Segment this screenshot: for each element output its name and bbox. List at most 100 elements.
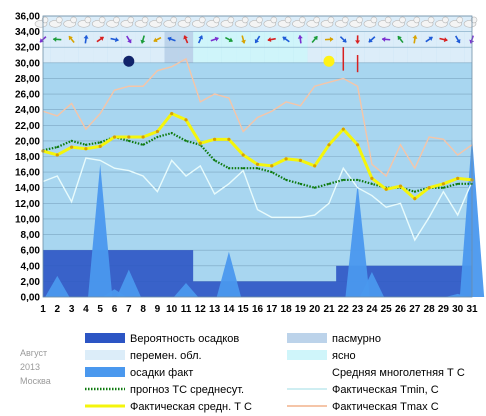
wind-arrow-head <box>167 36 172 42</box>
series-point-forecast <box>142 143 145 146</box>
x-tick-label: 15 <box>238 304 250 315</box>
wind-arrow-icon <box>397 35 404 44</box>
cloud-icon <box>213 16 220 24</box>
series-point-actual <box>84 147 88 151</box>
x-tick-label: 13 <box>209 304 221 315</box>
wind-arrow-head <box>254 38 260 44</box>
series-point-actual <box>441 182 445 186</box>
series-point-forecast <box>328 182 330 185</box>
wind-arrow-head <box>329 36 334 42</box>
y-tick-label: 24,00 <box>15 105 40 116</box>
series-point-forecast <box>342 178 345 181</box>
wind-arrow-head <box>140 39 146 44</box>
x-tick-label: 21 <box>323 304 335 315</box>
wind-arrow-head <box>83 34 89 39</box>
wind-arrow-icon <box>439 37 448 43</box>
y-tick-label: 18,00 <box>15 152 40 163</box>
y-tick-label: 6,00 <box>21 246 41 257</box>
series-point-actual <box>55 153 59 157</box>
x-tick-label: 23 <box>352 304 364 315</box>
precip-actual-spike <box>45 275 70 297</box>
wind-arrow-icon <box>224 36 233 43</box>
legend-label-tmax: Фактическая Tmax C <box>332 401 439 413</box>
precip-actual-spike <box>173 282 199 297</box>
x-tick-label: 30 <box>452 304 464 315</box>
legend-label-precip_prob: Вероятность осадков <box>130 333 239 345</box>
y-tick-label: 32,00 <box>15 43 40 54</box>
cloud-icon <box>256 16 263 24</box>
cloud-icon <box>184 16 192 24</box>
series-point-actual <box>398 184 403 188</box>
series-point-actual <box>327 143 331 147</box>
sun-icon <box>323 55 335 67</box>
x-tick-label: 11 <box>181 304 192 315</box>
wind-arrow-icon <box>197 35 203 44</box>
x-tick-label: 20 <box>309 304 321 315</box>
axes: 0,00 2,00 4,00 6,00 8,00 10,00 12,00 14,00 16,00… <box>15 12 478 316</box>
wind-arrow-icon <box>68 35 75 44</box>
cloud-icon <box>270 16 278 24</box>
wind-arrow-icon <box>96 36 104 43</box>
x-tick-label: 6 <box>112 304 118 315</box>
cloud-icon <box>98 16 106 24</box>
legend-label-climate: Средняя многолетняя Т С <box>332 367 465 379</box>
cloud-icon <box>427 16 435 24</box>
series-point-forecast <box>456 182 459 185</box>
cloud-icon <box>113 16 120 24</box>
wind-arrow-icon <box>254 35 261 44</box>
legend-swatch-variable <box>85 350 125 360</box>
series-point-actual <box>127 135 131 139</box>
x-tick-label: 7 <box>126 304 132 315</box>
cloud-icon <box>84 16 92 24</box>
wind-arrow-icon <box>267 37 276 43</box>
precip-actual-spike <box>88 164 113 297</box>
x-tick-label: 1 <box>40 304 46 315</box>
series-point-forecast <box>185 139 187 142</box>
y-tick-label: 16,00 <box>15 168 40 179</box>
wind-arrow-icon <box>311 35 318 43</box>
wind-arrow-icon <box>126 35 132 44</box>
series-line-tmax <box>42 57 473 178</box>
wind-arrow-head <box>355 40 361 44</box>
cloud-icon <box>170 16 177 24</box>
wind-arrow-head <box>241 39 246 44</box>
wind-arrow-head <box>313 35 318 41</box>
wind-arrow-icon <box>355 35 361 44</box>
series-point-actual <box>213 137 217 141</box>
cloud-icon <box>384 16 392 24</box>
cloud-icon <box>356 16 363 24</box>
series-point-forecast <box>413 190 416 193</box>
cloud-icon <box>227 16 235 24</box>
legend-label-actual: Фактическая средн. Т С <box>130 401 252 413</box>
legend-swatch-clear <box>287 350 327 360</box>
legend-swatch-precip_prob <box>85 333 125 343</box>
x-tick-label: 27 <box>409 304 421 315</box>
wind-arrow-head <box>68 35 73 41</box>
precip-actual-spike <box>116 269 141 297</box>
x-tick-label: 4 <box>83 304 89 315</box>
cloud-icon <box>284 16 292 24</box>
series-point-forecast <box>56 146 59 149</box>
cloud-icon <box>313 16 321 24</box>
legend: Вероятность осадков пасмурно перемен. обл.… <box>85 333 465 413</box>
series-point-actual <box>198 141 202 145</box>
cloud-icon <box>470 16 478 24</box>
wind-arrow-head <box>397 35 402 41</box>
series-line-tmin <box>42 157 473 242</box>
wind-arrow-head <box>282 36 287 41</box>
legend-label-forecast: прогноз ТС среднесут. <box>130 384 244 396</box>
precip-actual-spike <box>345 183 370 297</box>
legend-label-tmin: Фактическая Tmin, C <box>332 384 439 396</box>
series-point-actual <box>413 197 417 201</box>
cloud-icon <box>199 16 206 24</box>
series-point-actual <box>184 118 188 122</box>
legend-swatch-cloudy <box>287 333 327 343</box>
y-tick-label: 26,00 <box>15 90 40 101</box>
series-point-actual <box>155 129 159 134</box>
series-point-actual <box>370 176 374 180</box>
cloud-icon <box>156 16 163 24</box>
series-point-actual <box>284 157 288 161</box>
x-tick-label: 14 <box>223 304 235 315</box>
legend-swatch-precip_actual <box>85 367 125 377</box>
y-tick-label: 28,00 <box>15 74 40 85</box>
